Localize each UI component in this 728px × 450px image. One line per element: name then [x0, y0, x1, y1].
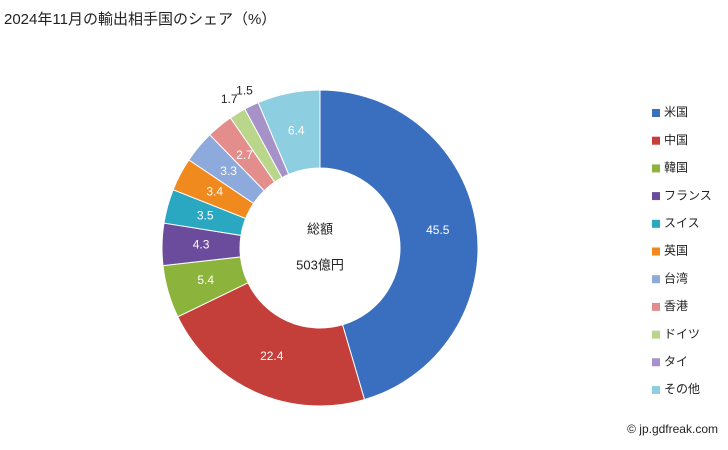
legend-swatch — [652, 358, 660, 367]
data-label: 1.5 — [236, 83, 253, 97]
data-label: 5.4 — [197, 273, 214, 287]
donut-slice — [319, 89, 479, 401]
legend-swatch — [652, 192, 660, 201]
donut-slice — [177, 282, 366, 407]
legend-label: 香港 — [664, 299, 688, 313]
legend-swatch — [652, 164, 660, 173]
data-label: 6.4 — [288, 124, 305, 138]
legend-label: 台湾 — [664, 270, 688, 285]
legend-swatch — [652, 136, 660, 145]
legend-swatch — [652, 386, 660, 394]
donut-slice — [257, 89, 321, 176]
legend-label: 米国 — [664, 105, 688, 119]
data-label: 3.5 — [197, 209, 214, 223]
legend-swatch — [652, 109, 660, 117]
legend-label: 韓国 — [664, 161, 688, 175]
legend-swatch — [652, 219, 660, 228]
data-label: 22.4 — [260, 349, 284, 363]
legend-label: ドイツ — [664, 327, 700, 341]
legend-label: その他 — [664, 382, 700, 396]
legend-swatch — [652, 275, 660, 284]
source: © jp.gdfreak.com — [627, 422, 718, 436]
data-label: 2.7 — [236, 148, 253, 162]
center-value: 503億円 — [296, 257, 344, 272]
legend-label: 中国 — [664, 132, 688, 147]
legend-label: スイス — [664, 216, 700, 230]
legend-swatch — [652, 247, 660, 256]
data-label: 3.3 — [220, 164, 237, 178]
center-label: 総額 — [307, 221, 333, 236]
chart-title: 2024年11月の輸出相手国のシェア（%） — [4, 11, 276, 28]
data-label: 1.7 — [221, 92, 238, 106]
legend-swatch — [652, 302, 660, 311]
data-label: 3.4 — [206, 185, 223, 199]
legend-label: フランス — [664, 188, 712, 202]
data-label: 4.3 — [193, 237, 210, 251]
legend-label: タイ — [664, 354, 688, 368]
legend-label: 英国 — [664, 244, 688, 258]
legend-swatch — [652, 330, 660, 339]
data-label: 45.5 — [426, 223, 450, 237]
